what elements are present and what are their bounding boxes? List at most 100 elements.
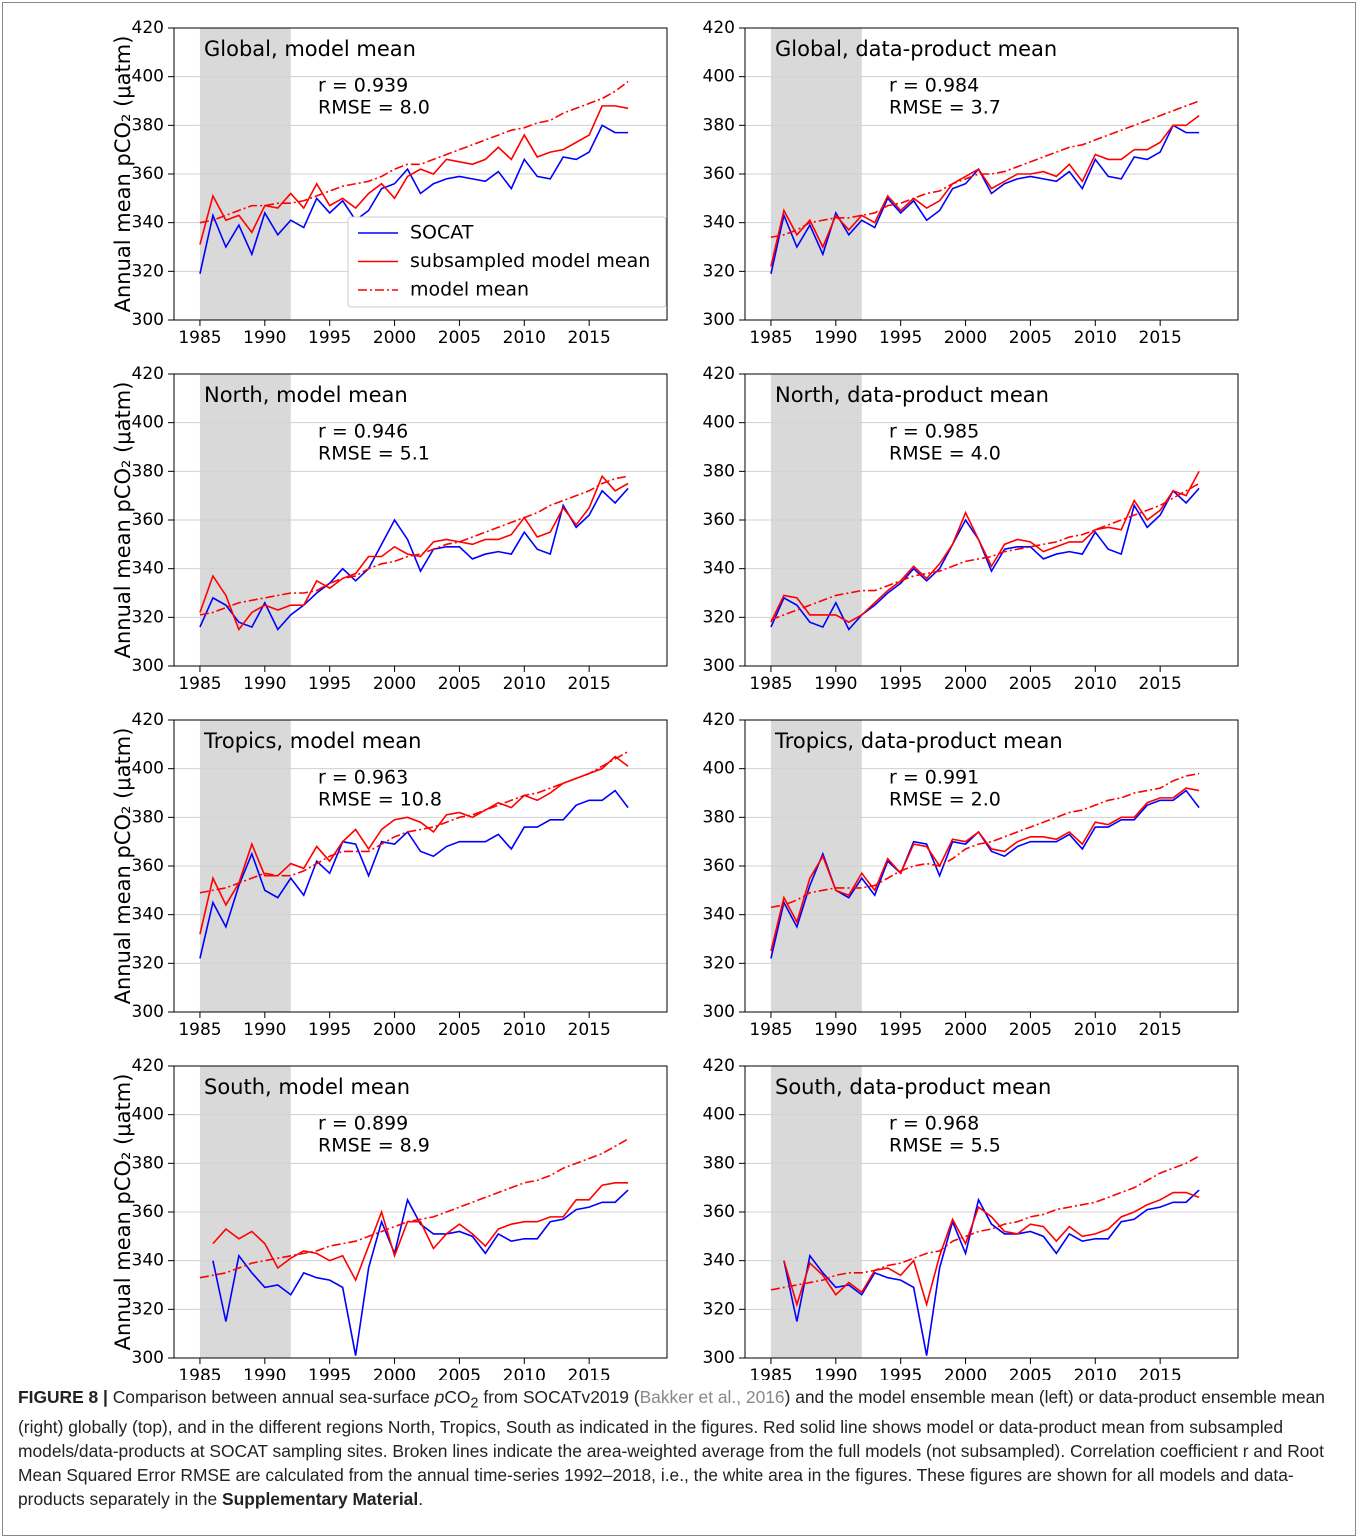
- y-tick-label: 320: [703, 607, 735, 627]
- caption-label: FIGURE 8 |: [18, 1387, 108, 1407]
- y-tick-label: 360: [132, 164, 164, 184]
- series-line: [199, 1138, 629, 1279]
- panel-title: South, data-product mean: [775, 1075, 1051, 1099]
- y-tick-label: 400: [132, 413, 164, 433]
- series-line: [770, 482, 1200, 621]
- x-tick-label: 2010: [1074, 1020, 1117, 1040]
- plot-frame: [173, 719, 668, 1013]
- x-tick-label: 2015: [568, 1020, 611, 1040]
- x-tick-label: 2000: [944, 328, 987, 348]
- x-tick-label: 2010: [1074, 1366, 1117, 1380]
- x-tick-label: 1995: [308, 328, 351, 348]
- y-tick-label: 360: [703, 510, 735, 530]
- y-tick-label: 360: [132, 856, 164, 876]
- y-tick-label: 320: [703, 261, 735, 281]
- x-tick-label: 2000: [944, 1366, 987, 1380]
- annotation: r = 0.946: [318, 421, 408, 443]
- x-tick-label: 1985: [178, 674, 221, 694]
- x-tick-label: 1995: [879, 674, 922, 694]
- x-tick-label: 2005: [438, 1020, 481, 1040]
- x-tick-label: 1985: [749, 1366, 792, 1380]
- x-tick-label: 1995: [308, 1366, 351, 1380]
- x-tick-label: 2005: [1009, 1366, 1052, 1380]
- x-tick-label: 2000: [373, 328, 416, 348]
- series-line: [199, 105, 629, 245]
- x-tick-label: 2005: [438, 328, 481, 348]
- series-line: [770, 487, 1200, 631]
- plot-frame: [173, 373, 668, 667]
- y-tick-label: 380: [703, 807, 735, 827]
- y-tick-label: 340: [132, 1251, 164, 1271]
- y-tick-label: 380: [132, 461, 164, 481]
- x-tick-label: 2010: [1074, 674, 1117, 694]
- x-tick-label: 2015: [1139, 328, 1182, 348]
- x-tick-label: 1990: [243, 1020, 286, 1040]
- x-tick-label: 1995: [308, 1020, 351, 1040]
- plot-frame: [744, 1065, 1239, 1359]
- y-tick-label: 420: [132, 364, 164, 384]
- y-tick-label: 400: [132, 759, 164, 779]
- citation[interactable]: Bakker et al., 2016: [639, 1387, 785, 1407]
- x-tick-label: 2010: [503, 1020, 546, 1040]
- series-line: [770, 772, 1200, 909]
- series-line: [770, 470, 1200, 624]
- x-tick-label: 1995: [879, 1366, 922, 1380]
- x-tick-label: 2005: [438, 1366, 481, 1380]
- x-tick-label: 1990: [814, 1366, 857, 1380]
- caption-text[interactable]: Supplementary Material: [221, 1489, 419, 1510]
- y-tick-label: 420: [703, 1056, 735, 1076]
- y-tick-label: 420: [703, 364, 735, 384]
- x-tick-label: 1985: [749, 1020, 792, 1040]
- x-tick-label: 1985: [178, 328, 221, 348]
- series-line: [770, 787, 1200, 952]
- y-tick-label: 340: [132, 905, 164, 925]
- series-line: [199, 80, 629, 224]
- legend-label: SOCAT: [410, 222, 474, 244]
- y-tick-label: 320: [703, 1299, 735, 1319]
- x-tick-label: 2010: [503, 328, 546, 348]
- y-tick-label: 380: [132, 115, 164, 135]
- x-tick-label: 2015: [1139, 674, 1182, 694]
- x-tick-label: 1990: [814, 328, 857, 348]
- legend-label: model mean: [410, 279, 529, 301]
- series-line: [783, 1189, 1200, 1356]
- legend-box: [347, 216, 667, 308]
- series-line: [770, 114, 1200, 267]
- y-tick-label: 320: [132, 953, 164, 973]
- y-tick-label: 360: [703, 1202, 735, 1222]
- annotation: RMSE = 2.0: [889, 789, 1001, 811]
- x-tick-label: 2000: [373, 674, 416, 694]
- y-tick-label: 360: [132, 510, 164, 530]
- y-tick-label: 320: [132, 261, 164, 281]
- annotation: r = 0.991: [889, 767, 979, 789]
- y-tick-label: 420: [703, 710, 735, 730]
- x-tick-label: 2005: [438, 674, 481, 694]
- series-line: [212, 1189, 629, 1356]
- y-tick-label: 400: [703, 759, 735, 779]
- x-tick-label: 1995: [879, 1020, 922, 1040]
- x-tick-label: 1990: [243, 674, 286, 694]
- y-tick-label: 380: [703, 1153, 735, 1173]
- series-line: [199, 750, 629, 894]
- plot-frame: [744, 373, 1239, 667]
- x-tick-label: 2015: [568, 328, 611, 348]
- y-tick-label: 420: [132, 1056, 164, 1076]
- annotation: RMSE = 10.8: [318, 789, 442, 811]
- caption-text: .: [418, 1489, 424, 1510]
- series-line: [770, 100, 1200, 239]
- annotation: RMSE = 3.7: [889, 97, 1001, 119]
- y-tick-label: 300: [703, 656, 735, 676]
- x-tick-label: 2000: [944, 674, 987, 694]
- y-axis-label: Annual mean pCO₂ (μatm): [111, 728, 135, 1005]
- series-line: [199, 475, 629, 616]
- caption-text: Comparison between annual sea-surface: [107, 1387, 435, 1407]
- y-tick-label: 400: [132, 1105, 164, 1125]
- x-tick-label: 1985: [178, 1366, 221, 1380]
- x-tick-label: 1990: [243, 328, 286, 348]
- y-tick-label: 300: [132, 1002, 164, 1022]
- panel-title: Global, model mean: [204, 37, 416, 61]
- annotation: r = 0.985: [889, 421, 979, 443]
- y-tick-label: 420: [132, 710, 164, 730]
- y-tick-label: 340: [703, 905, 735, 925]
